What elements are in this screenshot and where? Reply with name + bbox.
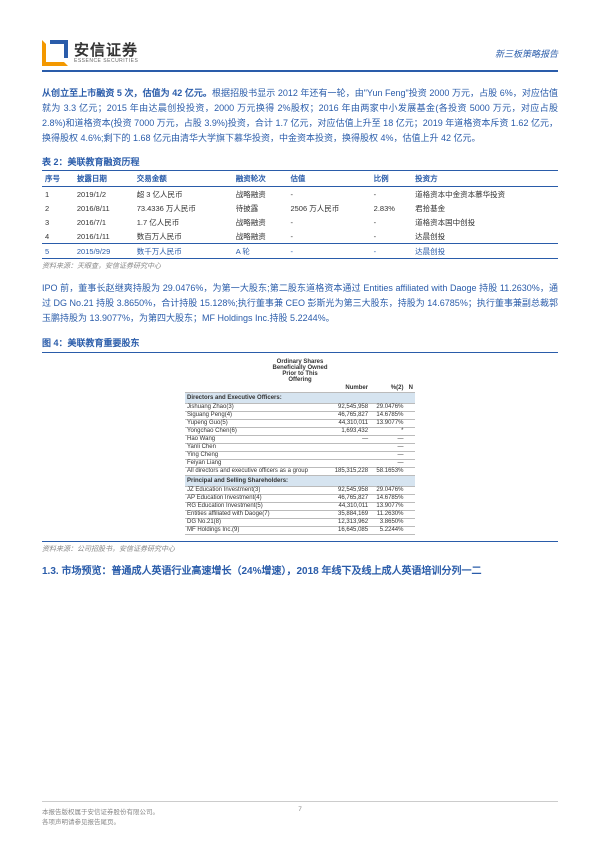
page-footer: 本报告版权属于安信证券股份有限公司。 各项声明请参见报告尾页。 7 <box>42 801 558 826</box>
fig-row: JZ Education Investment(3)92,545,95829.0… <box>185 486 415 494</box>
th: 融资轮次 <box>233 171 288 187</box>
fig-row: Hao Wang—— <box>185 435 415 443</box>
fig-row: MF Holdings Inc.(9)16,645,0855.2244% <box>185 526 415 534</box>
fig4-hdr: Ordinary Shares Beneficially Owned Prior… <box>185 359 415 383</box>
fig-row: RG Education Investment(5)44,310,01113.9… <box>185 502 415 510</box>
page-number: 7 <box>42 806 558 813</box>
fig-row: Ying Cheng— <box>185 451 415 459</box>
fig4-title: 图 4：美联教育重要股东 <box>42 336 558 349</box>
table-row: 52015/9/29数千万人民币A 轮--达晨创投 <box>42 244 558 259</box>
th: 交易金额 <box>134 171 233 187</box>
fig-row: Yongchao Chen(6)1,693,432* <box>185 427 415 435</box>
table-row: 22016/8/1173.4336 万人民币待披露2506 万人民币2.83%君… <box>42 201 558 215</box>
table-row: 42016/1/11数百万人民币战略融资--达晨创投 <box>42 229 558 244</box>
fig-row: Yupeng Guo(5)44,310,01113.9077% <box>185 419 415 427</box>
fig-col-row: Number%(2)N <box>185 385 415 393</box>
table2-source: 资料来源：天眼查，安信证券研究中心 <box>42 261 558 271</box>
para1-bold: 从创立至上市融资 5 次，估值为 42 亿元。 <box>42 88 212 98</box>
report-page: 安信证券 ESSENCE SECURITIES 新三板策略报告 从创立至上市融资… <box>0 0 600 848</box>
fig-row: DG No.21(8)12,313,9623.8650% <box>185 518 415 526</box>
page-header: 安信证券 ESSENCE SECURITIES 新三板策略报告 <box>42 40 558 72</box>
fig-row: Entities affiliated with Daoge(7)35,884,… <box>185 510 415 518</box>
paragraph-1: 从创立至上市融资 5 次，估值为 42 亿元。根据招股书显示 2012 年还有一… <box>42 86 558 145</box>
th: 披露日期 <box>74 171 134 187</box>
logo-text-block: 安信证券 ESSENCE SECURITIES <box>74 43 138 64</box>
fig4-source: 资料来源：公司招股书，安信证券研究中心 <box>42 544 558 554</box>
fig4-table: Number%(2)N Directors and Executive Offi… <box>185 385 415 535</box>
fig-row: Siguang Peng(4)46,765,82714.6785% <box>185 411 415 419</box>
fig-group: Directors and Executive Officers: <box>185 392 415 403</box>
section-1-3-title: 1.3. 市场预览：普通成人英语行业高速增长（24%增速），2018 年线下及线… <box>42 564 558 579</box>
logo-cn: 安信证券 <box>74 43 138 58</box>
th: 估值 <box>287 171 370 187</box>
fig4-wrap: Ordinary Shares Beneficially Owned Prior… <box>42 352 558 542</box>
th: 序号 <box>42 171 74 187</box>
footer-line-2: 各项声明请参见报告尾页。 <box>42 816 558 826</box>
fig-row: AP Education Investment(4)46,765,82714.6… <box>185 494 415 502</box>
logo-icon <box>42 40 68 66</box>
fig4-inner: Ordinary Shares Beneficially Owned Prior… <box>185 359 415 535</box>
logo-en: ESSENCE SECURITIES <box>74 58 138 64</box>
doc-type: 新三板策略报告 <box>495 47 558 60</box>
fig-row: Feiyan Liang— <box>185 459 415 467</box>
table2-header-row: 序号 披露日期 交易金额 融资轮次 估值 比例 投资方 <box>42 171 558 187</box>
paragraph-2: IPO 前，董事长赵继爽持股为 29.0476%，为第一大股东;第二股东道格资本… <box>42 281 558 326</box>
table-row: 32016/7/11.7 亿人民币战略融资--道格资本国中创投 <box>42 215 558 229</box>
fig-group: Principal and Selling Shareholders: <box>185 475 415 486</box>
table2: 序号 披露日期 交易金额 融资轮次 估值 比例 投资方 12019/1/2超 3… <box>42 170 558 259</box>
fig-row: Yanli Chen— <box>185 443 415 451</box>
table-row: 12019/1/2超 3 亿人民币战略融资--道格资本中金资本慕华投资 <box>42 187 558 202</box>
table2-title: 表 2：美联教育融资历程 <box>42 155 558 168</box>
fig-row: All directors and executive officers as … <box>185 467 415 475</box>
th: 比例 <box>371 171 412 187</box>
fig-row: Jishuang Zhao(3)92,545,95829.0476% <box>185 403 415 411</box>
th: 投资方 <box>412 171 558 187</box>
